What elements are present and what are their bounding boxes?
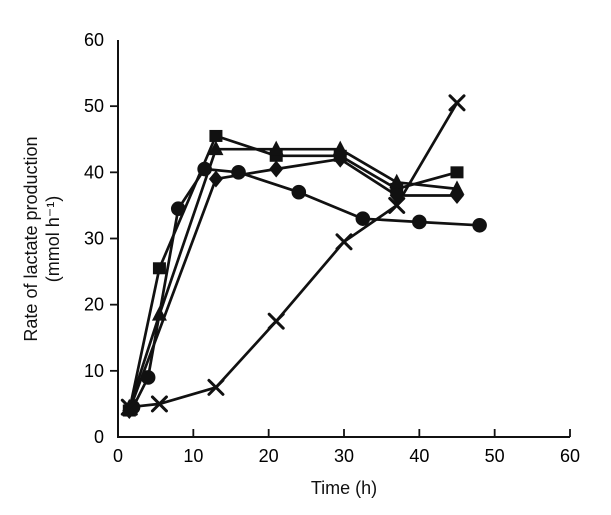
y-tick-label: 50	[84, 96, 104, 116]
marker-filled-triangle	[268, 140, 284, 156]
marker-cross	[335, 233, 353, 251]
marker-cross	[388, 196, 406, 214]
marker-filled-diamond	[208, 170, 223, 188]
marker-filled-triangle	[151, 306, 167, 321]
marker-cross	[120, 398, 138, 416]
marker-filled-triangle	[332, 140, 348, 156]
marker-filled-triangle	[389, 173, 405, 189]
marker-cross	[448, 94, 466, 112]
x-tick-label: 30	[334, 446, 354, 466]
x-tick-label: 10	[183, 446, 203, 466]
marker-filled-circle	[472, 217, 487, 233]
y-tick-label: 60	[84, 30, 104, 50]
y-tick-label: 10	[84, 361, 104, 381]
marker-filled-circle	[125, 399, 141, 415]
series-line-filled-diamond	[127, 157, 459, 412]
marker-filled-diamond	[333, 150, 348, 168]
y-tick-label: 40	[84, 162, 104, 182]
marker-filled-square	[152, 262, 166, 275]
marker-filled-triangle	[208, 140, 224, 156]
marker-filled-diamond	[269, 160, 284, 178]
marker-cross	[150, 395, 168, 413]
y-tick-label: 0	[94, 427, 104, 447]
marker-filled-circle	[412, 214, 427, 230]
y-axis-label-line2: (mmol h⁻¹)	[43, 195, 63, 283]
x-axis-label: Time (h)	[310, 478, 378, 498]
marker-cross	[207, 378, 225, 396]
x-tick-label: 20	[259, 446, 279, 466]
y-tick-label: 30	[84, 229, 104, 249]
y-axis-label: Rate of lactate production (mmol h⁻¹)	[20, 89, 66, 389]
marker-filled-circle	[140, 370, 156, 385]
x-tick-label: 40	[409, 446, 429, 466]
marker-filled-square	[450, 166, 464, 179]
y-tick-label: 20	[84, 295, 104, 315]
marker-filled-circle	[197, 161, 212, 177]
x-tick-label: 50	[485, 446, 505, 466]
marker-filled-circle	[231, 165, 246, 180]
marker-cross	[267, 312, 285, 330]
marker-filled-circle	[355, 211, 371, 226]
x-tick-label: 0	[113, 446, 123, 466]
series-line-filled-square	[127, 134, 459, 412]
marker-filled-diamond	[389, 186, 404, 204]
marker-filled-square	[209, 129, 223, 142]
marker-filled-circle	[170, 201, 186, 217]
marker-filled-circle	[291, 184, 307, 200]
x-tick-label: 60	[560, 446, 580, 466]
marker-filled-diamond	[450, 186, 464, 204]
y-axis-label-line1: Rate of lactate production	[21, 136, 42, 342]
